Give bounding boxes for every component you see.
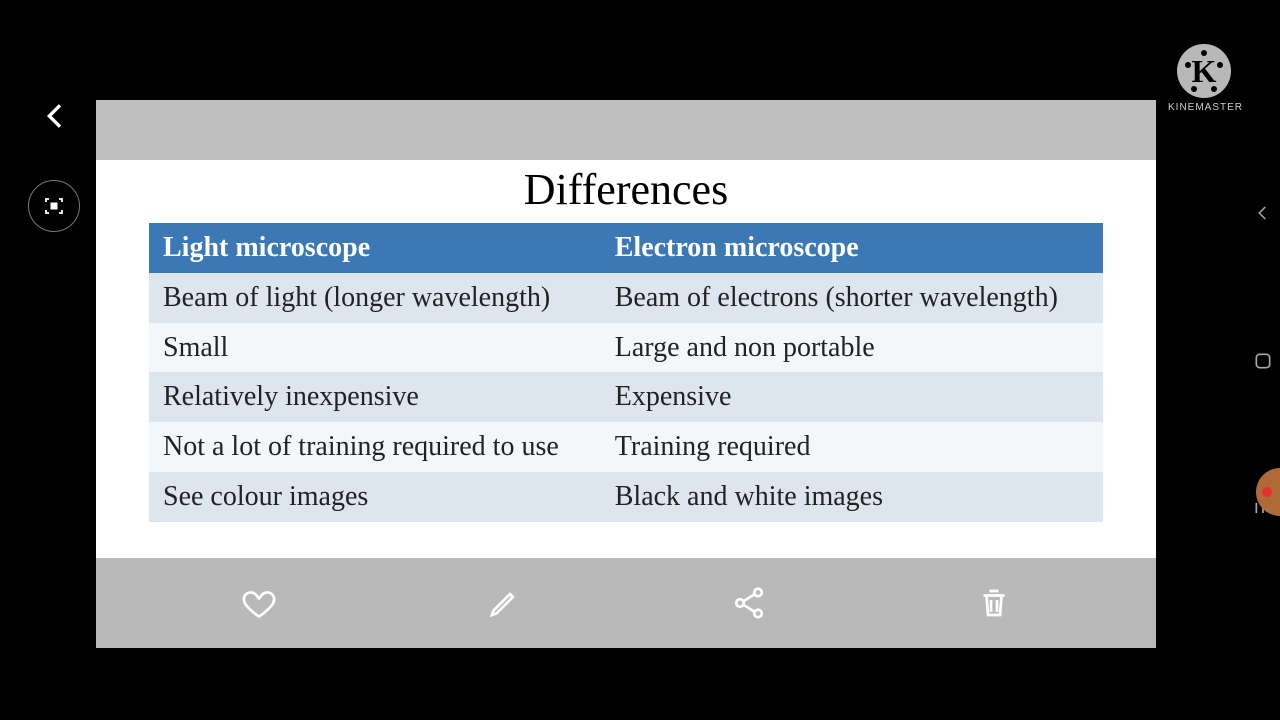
table-row: Relatively inexpensiveExpensive xyxy=(149,372,1103,422)
bottom-toolbar xyxy=(96,558,1156,648)
column-header: Light microscope xyxy=(149,223,601,273)
share-icon[interactable] xyxy=(731,585,767,621)
nav-back-icon[interactable] xyxy=(1254,204,1272,222)
record-dot-icon xyxy=(1262,487,1272,497)
table-row: Beam of light (longer wavelength)Beam of… xyxy=(149,273,1103,323)
kinemaster-watermark: K KINEMASTER xyxy=(1168,44,1240,113)
table-cell: Relatively inexpensive xyxy=(149,372,601,422)
scan-button[interactable] xyxy=(28,180,80,232)
table-cell: Small xyxy=(149,323,601,373)
table-cell: Training required xyxy=(601,422,1103,472)
table-row: SmallLarge and non portable xyxy=(149,323,1103,373)
table-cell: Black and white images xyxy=(601,472,1103,522)
nav-home-icon[interactable] xyxy=(1253,351,1273,371)
table-cell: Not a lot of training required to use xyxy=(149,422,601,472)
kinemaster-letter: K xyxy=(1192,53,1217,90)
slide-title: Differences xyxy=(96,160,1156,223)
table-cell: See colour images xyxy=(149,472,601,522)
scan-icon xyxy=(42,194,66,218)
table-cell: Expensive xyxy=(601,372,1103,422)
table-cell: Beam of electrons (shorter wavelength) xyxy=(601,273,1103,323)
table-row: See colour imagesBlack and white images xyxy=(149,472,1103,522)
edit-icon[interactable] xyxy=(486,585,522,621)
table-row: Not a lot of training required to useTra… xyxy=(149,422,1103,472)
table-cell: Large and non portable xyxy=(601,323,1103,373)
kinemaster-text: KINEMASTER xyxy=(1168,102,1240,113)
system-nav-bar xyxy=(1246,0,1280,720)
back-arrow-icon[interactable] xyxy=(40,100,72,132)
table-cell: Beam of light (longer wavelength) xyxy=(149,273,601,323)
comparison-table: Light microscopeElectron microscope Beam… xyxy=(149,223,1103,522)
favorite-icon[interactable] xyxy=(241,585,277,621)
kinemaster-logo-icon: K xyxy=(1177,44,1231,98)
delete-icon[interactable] xyxy=(976,585,1012,621)
column-header: Electron microscope xyxy=(601,223,1103,273)
